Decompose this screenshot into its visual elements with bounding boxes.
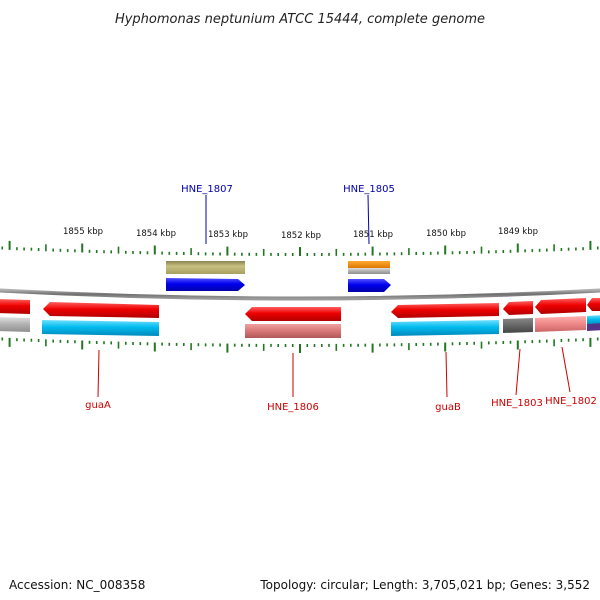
leader-line-hne-1805 bbox=[367, 194, 370, 245]
gene-feature-hne-1805 bbox=[348, 279, 391, 292]
gene-feature-grey-left-edge bbox=[0, 317, 30, 332]
cds-feature-hne-1803 bbox=[503, 318, 533, 333]
cds-feature-gua-a bbox=[42, 320, 159, 336]
tick-label: 1852 kbp bbox=[281, 231, 321, 241]
tick-labels: 1855 kbp 1854 kbp 1853 kbp 1852 kbp 1851… bbox=[63, 227, 538, 241]
feature-purple-right-edge bbox=[587, 323, 600, 331]
tick-label: 1850 kbp bbox=[426, 229, 466, 239]
gene-labels: HNE_1807 HNE_1805 guaA HNE_1806 guaB HNE… bbox=[85, 184, 597, 413]
label-leaders bbox=[97, 194, 571, 398]
leader-line-gua-a bbox=[97, 349, 100, 398]
gene-label-hne-1806[interactable]: HNE_1806 bbox=[267, 402, 319, 413]
gene-feature-gua-b bbox=[391, 303, 499, 318]
cds-feature-cyan-right-edge bbox=[587, 315, 600, 325]
gene-feature-red-left-edge bbox=[0, 299, 30, 314]
leader-line-hne-1803 bbox=[515, 348, 521, 396]
leader-line-hne-1802 bbox=[561, 346, 571, 393]
gene-label-gua-a[interactable]: guaA bbox=[85, 400, 111, 411]
cds-feature-hne-1802 bbox=[535, 316, 586, 332]
gene-feature-hne-1803 bbox=[503, 301, 533, 315]
cds-feature-gua-b bbox=[391, 320, 499, 336]
gene-feature-gua-a bbox=[43, 302, 159, 318]
tick-label: 1849 kbp bbox=[498, 227, 538, 237]
inner-tick-ring bbox=[1, 337, 599, 353]
map-title: Hyphomonas neptunium ATCC 15444, complet… bbox=[115, 12, 485, 27]
tick-label: 1853 kbp bbox=[208, 230, 248, 240]
reverse-strand-features bbox=[0, 298, 600, 338]
gene-label-hne-1805[interactable]: HNE_1805 bbox=[343, 184, 395, 195]
gene-feature-olive bbox=[166, 261, 245, 274]
gene-feature-red-right-edge bbox=[587, 298, 600, 311]
gene-feature-hne-1807 bbox=[166, 278, 245, 291]
genome-summary-text: Topology: circular; Length: 3,705,021 bp… bbox=[260, 578, 590, 592]
tick-label: 1851 kbp bbox=[353, 230, 393, 240]
outer-tick-ring bbox=[1, 240, 599, 256]
forward-strand-features bbox=[166, 261, 391, 292]
genome-backbone bbox=[0, 288, 600, 301]
gene-label-hne-1807[interactable]: HNE_1807 bbox=[181, 184, 233, 195]
gene-feature-grey-small bbox=[348, 268, 390, 274]
accession-text: Accession: NC_008358 bbox=[9, 578, 146, 592]
leader-line-gua-b bbox=[445, 351, 448, 398]
cds-feature-hne-1806 bbox=[245, 324, 341, 338]
gene-label-hne-1803[interactable]: HNE_1803 bbox=[491, 398, 543, 409]
gene-feature-hne-1806 bbox=[245, 307, 341, 321]
tick-label: 1855 kbp bbox=[63, 227, 103, 237]
rna-feature-orange bbox=[348, 261, 390, 268]
gene-label-hne-1802[interactable]: HNE_1802 bbox=[545, 396, 597, 407]
gene-label-gua-b[interactable]: guaB bbox=[435, 402, 461, 413]
gene-feature-hne-1802 bbox=[535, 298, 586, 314]
tick-label: 1854 kbp bbox=[136, 229, 176, 239]
